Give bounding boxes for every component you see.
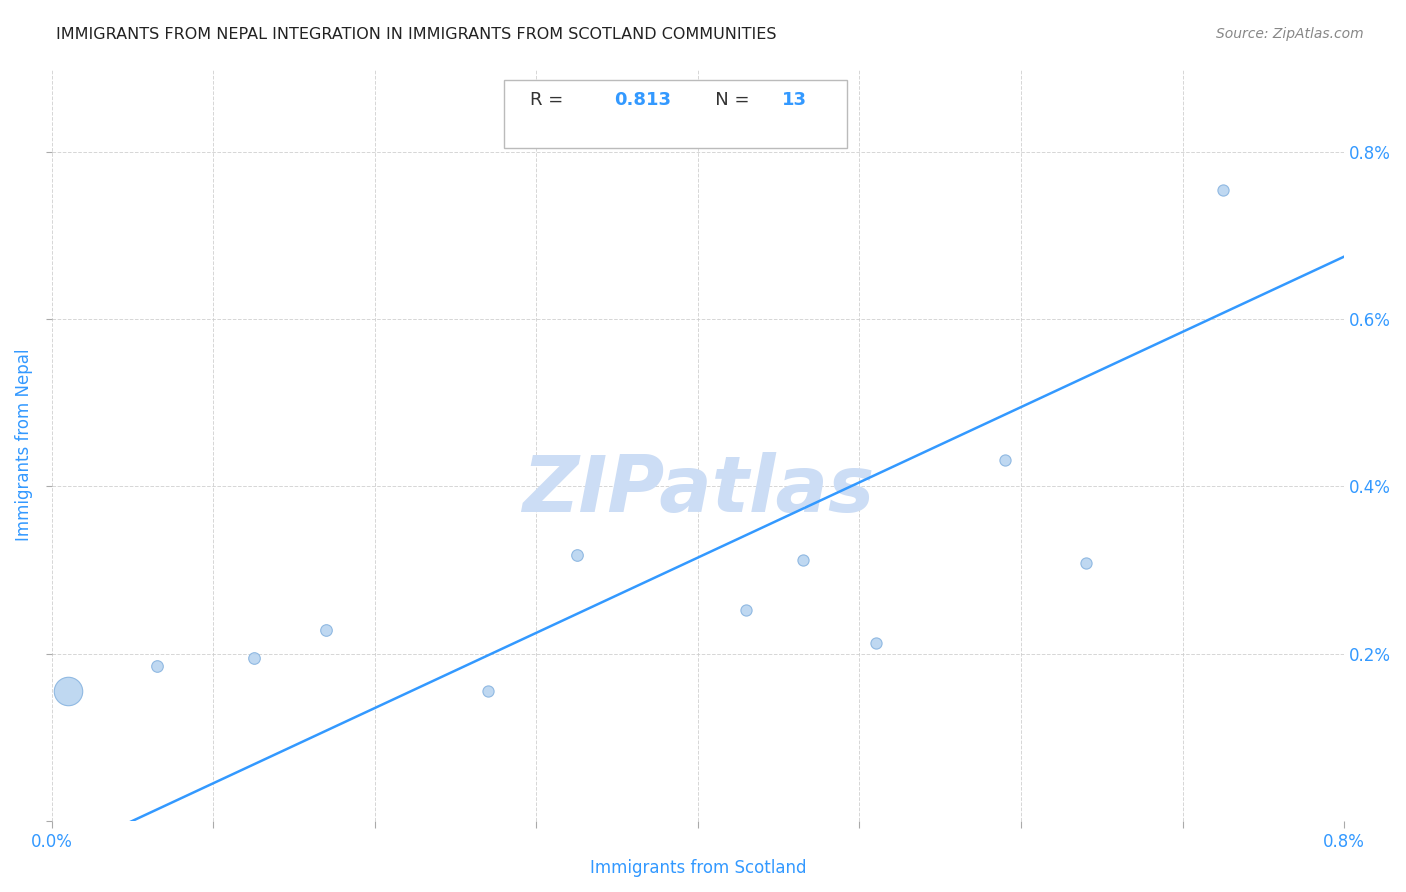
X-axis label: Immigrants from Scotland: Immigrants from Scotland	[589, 859, 806, 877]
Y-axis label: Immigrants from Nepal: Immigrants from Nepal	[15, 349, 32, 541]
Point	[315, 624, 337, 638]
Point	[565, 548, 588, 562]
Text: ZIPatlas: ZIPatlas	[522, 452, 875, 528]
Point	[735, 603, 758, 617]
Point	[1381, 289, 1403, 303]
Text: N =: N =	[697, 91, 755, 109]
Point	[994, 452, 1017, 467]
Point	[477, 684, 499, 698]
Point	[56, 684, 79, 698]
Text: 13: 13	[782, 91, 807, 109]
Point	[792, 553, 814, 567]
Point	[242, 651, 264, 665]
FancyBboxPatch shape	[505, 79, 846, 147]
Point	[865, 636, 887, 650]
Point	[1212, 183, 1234, 197]
Text: IMMIGRANTS FROM NEPAL INTEGRATION IN IMMIGRANTS FROM SCOTLAND COMMUNITIES: IMMIGRANTS FROM NEPAL INTEGRATION IN IMM…	[56, 27, 776, 42]
Point	[145, 659, 167, 673]
Text: Source: ZipAtlas.com: Source: ZipAtlas.com	[1216, 27, 1364, 41]
Text: 0.813: 0.813	[614, 91, 671, 109]
Text: R =: R =	[530, 91, 569, 109]
Point	[1074, 557, 1097, 571]
